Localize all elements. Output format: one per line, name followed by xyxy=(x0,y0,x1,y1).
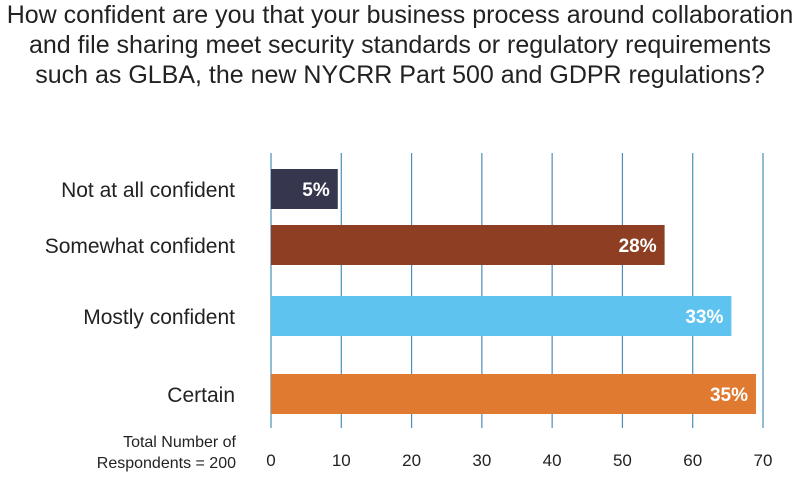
x-tick-label: 20 xyxy=(402,451,421,470)
respondents-footnote: Total Number of Respondents = 200 xyxy=(96,434,236,472)
x-tick-label: 50 xyxy=(613,451,632,470)
bar-data-label: 33% xyxy=(685,307,723,328)
x-tick-label: 60 xyxy=(683,451,702,470)
bar-data-label: 5% xyxy=(302,180,330,201)
chart-title: How confident are you that your business… xyxy=(6,1,794,89)
category-labels: Not at all confident Somewhat confident Mo… xyxy=(45,179,235,407)
bar xyxy=(271,169,338,209)
x-tick-label: 70 xyxy=(754,451,773,470)
category-label: Not at all confident xyxy=(61,179,235,202)
x-tick-label: 30 xyxy=(472,451,491,470)
category-label: Certain xyxy=(167,384,235,407)
bar xyxy=(271,374,756,414)
category-label: Somewhat confident xyxy=(45,235,235,258)
bar-data-label: 35% xyxy=(710,385,748,406)
category-label: Mostly confident xyxy=(83,306,235,329)
bar xyxy=(271,225,665,265)
x-tick-label: 0 xyxy=(266,451,275,470)
bars: 5% 28% 33% 35% xyxy=(271,169,756,414)
x-tick-label: 40 xyxy=(543,451,562,470)
x-tick-label: 10 xyxy=(332,451,351,470)
x-tick-labels: 0 10 20 30 40 50 60 70 xyxy=(266,451,772,470)
bar xyxy=(271,296,732,336)
bar-data-label: 28% xyxy=(619,236,657,257)
